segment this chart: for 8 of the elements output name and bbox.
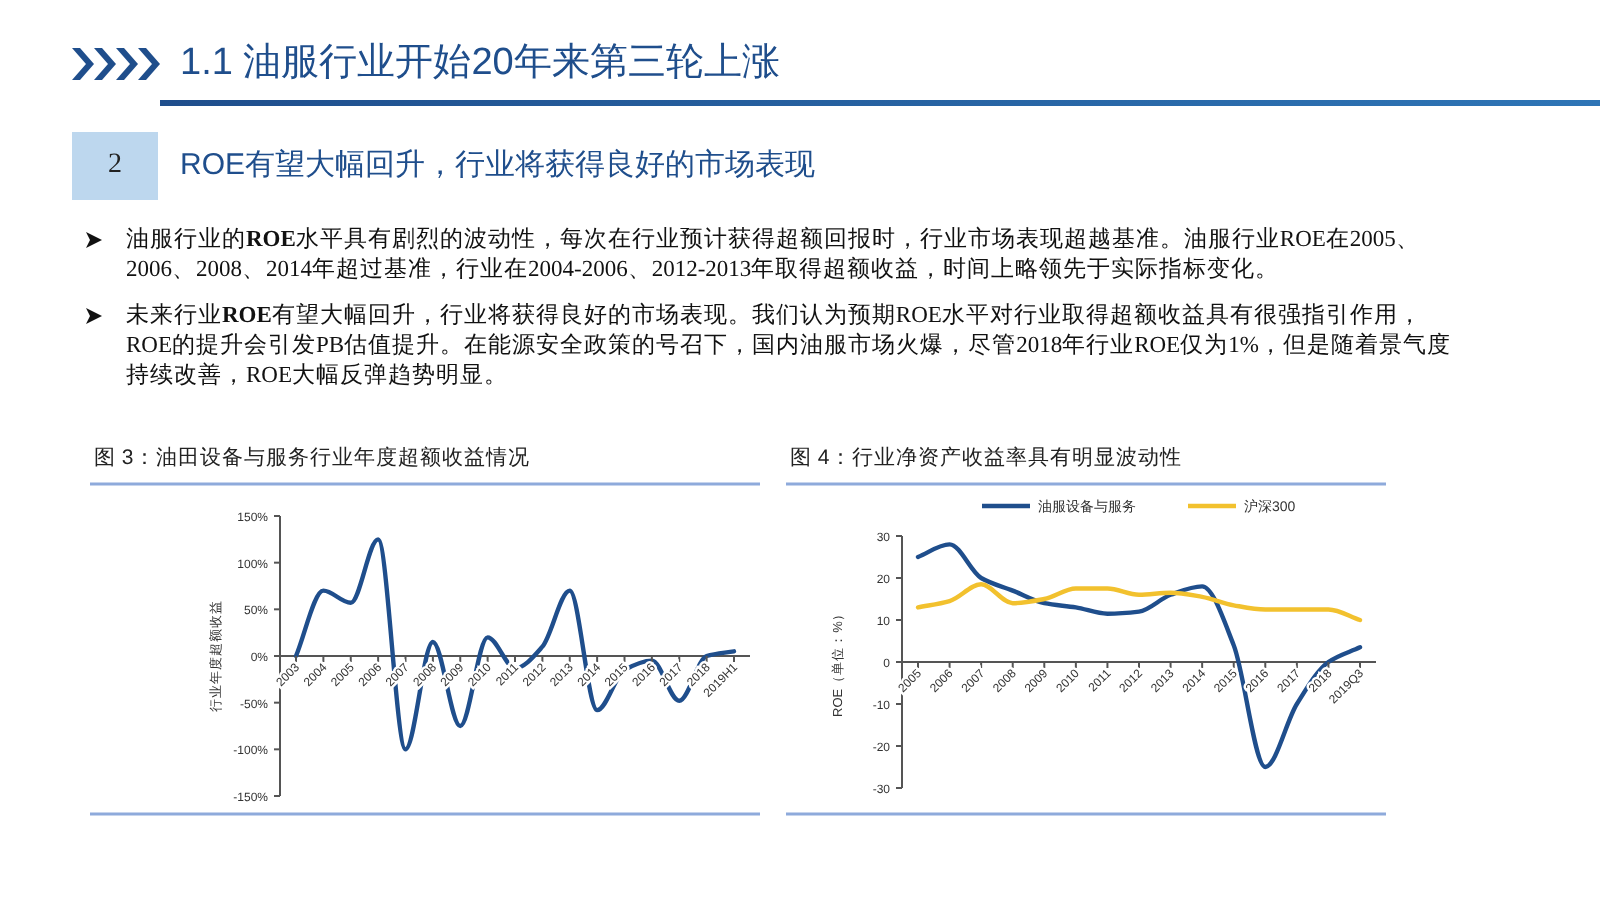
text: ROE有望大幅回升，行业将获得良好的市场表现 bbox=[180, 146, 816, 184]
text: 油服行业的ROE水平具有剧烈的波动性，每次在行业预计获得超额回报时，行业市场表现超越基准。油服行业ROE在2005、2006、2008、2014年超过基准，行业在2004-2006、2012-2013年取得超额收益，时间上略领先于实际指标变化。 bbox=[126, 226, 1422, 286]
text: 未来行业ROE有望大幅回升，行业将获得良好的市场表现。我们认为预期ROE水平对行业取得超额收益具有很强指引作用，ROE的提升会引发PB估值提升。在能源安全政策的号召下，国内油服市场火爆，尽管2018年行业ROE仅为1%，但是随着景气度持续改善，ROE大幅反弹趋势明显。 bbox=[126, 302, 1453, 392]
text: 1.1 油服行业开始20年来第三轮上涨 bbox=[180, 40, 780, 88]
text: 2 bbox=[72, 132, 158, 200]
line-series bbox=[915, 582, 1363, 623]
chart-title: 图 3：油田设备与服务行业年度超额收益情况 bbox=[94, 444, 530, 470]
chart-title: 图 4：行业净资产收益率具有明显波动性 bbox=[790, 444, 1182, 470]
